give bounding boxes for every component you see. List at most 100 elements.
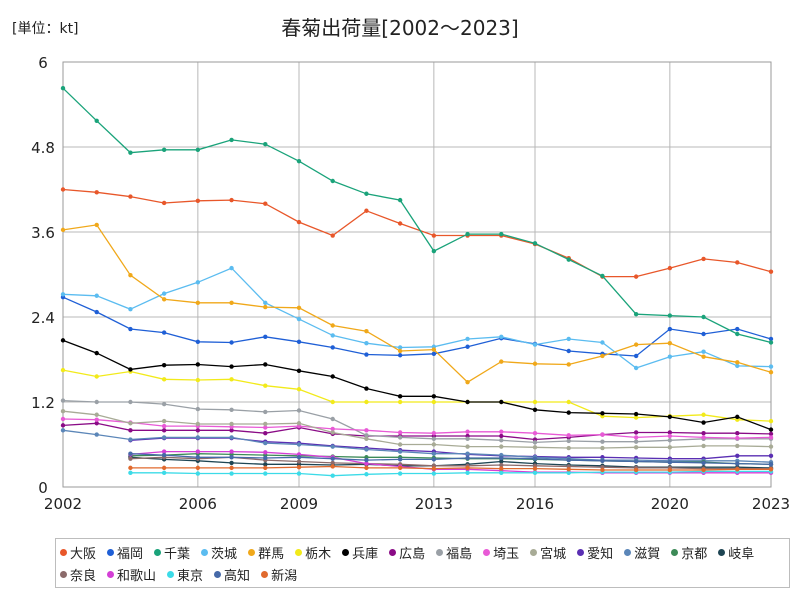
legend-label: 群馬	[258, 546, 285, 562]
data-point	[667, 438, 673, 443]
data-point	[532, 470, 538, 476]
x-tick-label: 2006	[179, 495, 217, 513]
plot-area-frame	[62, 61, 772, 488]
series-line-17	[130, 450, 771, 474]
legend-marker-icon	[718, 548, 726, 556]
data-point	[229, 435, 234, 440]
x-tick-label: 2009	[280, 495, 318, 513]
data-point	[94, 190, 99, 195]
data-point	[364, 341, 369, 346]
chart-legend: 大阪 福岡 千葉 茨城 群馬 栃木 兵庫 広島 福島 埼玉 宮城 愛知 滋賀 京都 岐阜 奈良 和歌山 東京 高知 新…	[55, 538, 790, 588]
data-point	[229, 455, 234, 460]
data-point	[128, 428, 133, 433]
data-point	[60, 367, 66, 373]
data-point	[397, 353, 403, 358]
data-point	[229, 471, 234, 476]
series-line-20	[130, 465, 771, 471]
data-point	[768, 431, 774, 437]
data-point	[161, 147, 167, 153]
data-point	[229, 340, 234, 345]
data-point	[633, 415, 639, 420]
data-point	[330, 399, 335, 405]
data-point	[701, 420, 706, 425]
legend-marker-icon	[671, 548, 679, 556]
legend-marker-icon	[295, 548, 303, 556]
data-point	[296, 408, 302, 413]
data-point	[431, 351, 437, 357]
data-point	[600, 432, 605, 437]
legend-label: 大阪	[70, 546, 97, 562]
data-point	[296, 158, 302, 164]
data-point	[229, 449, 234, 454]
legend-marker-icon	[483, 548, 491, 556]
legend-label: 茨城	[211, 546, 238, 562]
data-point	[263, 430, 268, 436]
data-point	[263, 425, 268, 430]
data-point	[330, 456, 335, 461]
data-point	[330, 333, 335, 338]
data-point	[128, 150, 133, 155]
data-point	[364, 352, 369, 357]
data-point	[364, 191, 369, 196]
series-line-11	[62, 410, 772, 449]
data-point	[397, 465, 403, 471]
data-point	[566, 348, 571, 354]
data-point	[60, 423, 66, 428]
legend-label: 奈良	[70, 568, 97, 584]
y-tick-label: 1.2	[31, 394, 55, 412]
legend-marker-icon	[60, 548, 67, 556]
data-point	[195, 449, 201, 454]
series-line-2	[62, 296, 772, 357]
x-tick-label: 2013	[415, 495, 453, 513]
data-point	[768, 453, 774, 459]
data-point	[161, 435, 167, 440]
data-point	[128, 470, 133, 476]
data-point	[566, 438, 571, 444]
legend-item: 兵庫	[342, 541, 378, 563]
data-point	[667, 313, 673, 318]
data-point	[431, 394, 437, 399]
series-line-15	[130, 456, 772, 469]
data-point	[431, 399, 437, 405]
data-point	[195, 428, 201, 433]
x-tick-label: 2023	[752, 495, 790, 513]
data-point	[330, 426, 335, 432]
data-point	[735, 331, 740, 337]
series-line-3	[62, 87, 772, 344]
data-point	[330, 460, 335, 466]
data-point	[735, 461, 740, 466]
legend-marker-icon	[436, 548, 444, 556]
data-point	[532, 445, 538, 450]
data-point	[128, 194, 133, 199]
series-line-8	[62, 422, 772, 441]
data-point	[364, 436, 369, 442]
data-point	[330, 473, 335, 478]
data-point	[161, 423, 167, 429]
legend-label: 兵庫	[352, 546, 379, 562]
data-point	[364, 428, 369, 433]
data-point	[701, 412, 706, 417]
data-point	[128, 456, 133, 461]
data-point	[263, 300, 268, 306]
data-point	[195, 339, 201, 344]
series-line-12	[130, 437, 771, 460]
data-point	[161, 200, 167, 206]
legend-item: 奈良	[60, 563, 96, 585]
data-point	[667, 433, 673, 439]
data-point	[768, 364, 774, 369]
data-point	[465, 465, 470, 471]
data-point	[566, 433, 571, 438]
data-point	[701, 349, 706, 354]
legend-item: 埼玉	[483, 541, 519, 563]
data-point	[532, 241, 538, 246]
data-point	[431, 347, 437, 352]
data-point	[600, 445, 605, 451]
data-point	[229, 421, 234, 427]
data-point	[701, 467, 706, 473]
data-point	[195, 377, 201, 383]
data-point	[161, 465, 167, 471]
x-tick-label: 2020	[651, 495, 689, 513]
data-point	[667, 414, 673, 420]
data-point	[364, 386, 369, 391]
legend-label: 高知	[224, 568, 251, 584]
